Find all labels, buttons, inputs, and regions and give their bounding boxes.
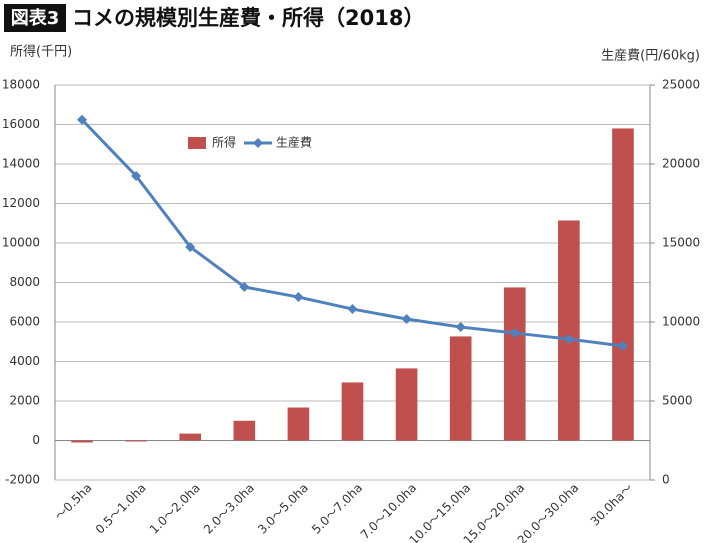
- bar: [233, 420, 256, 441]
- y2-tick-label: 5000: [662, 394, 693, 408]
- marker: [347, 304, 358, 315]
- marker: [563, 334, 574, 345]
- y-tick-label: 16000: [2, 117, 40, 131]
- bar: [558, 220, 580, 441]
- bar: [503, 287, 526, 441]
- marker: [239, 281, 250, 292]
- marker: [185, 241, 196, 252]
- y-tick-label: 18000: [2, 78, 40, 92]
- y-tick-label: -2000: [5, 473, 40, 487]
- x-tick-label: 30.0ha〜: [588, 481, 636, 529]
- y2-tick-label: 20000: [662, 157, 700, 171]
- y2-tick-label: 25000: [662, 78, 700, 92]
- bar: [179, 433, 202, 441]
- y2-tick-label: 10000: [662, 315, 700, 329]
- bar: [71, 440, 93, 443]
- y-axis-label: 所得(千円): [10, 44, 72, 60]
- bar: [449, 336, 472, 441]
- marker: [401, 313, 412, 324]
- chart-title: コメの規模別生産費・所得（2018）: [72, 6, 424, 30]
- legend-swatch: [188, 137, 206, 149]
- y-tick-label: 0: [32, 433, 40, 447]
- y2-tick-label: 15000: [662, 236, 700, 250]
- marker: [617, 341, 628, 352]
- x-tick-label: 3.0〜5.0ha: [255, 481, 311, 537]
- x-tick-label: 0.5〜1.0ha: [93, 481, 149, 537]
- y-tick-label: 14000: [2, 157, 40, 171]
- marker: [509, 328, 520, 339]
- legend-marker: [253, 138, 263, 148]
- badge-box: [4, 4, 66, 32]
- y2-tick-label: 0: [662, 473, 670, 487]
- y-tick-label: 6000: [9, 315, 40, 329]
- x-tick-label: 〜0.5ha: [52, 481, 94, 523]
- marker: [293, 292, 304, 303]
- y-tick-label: 12000: [2, 196, 40, 210]
- marker: [455, 322, 466, 333]
- y-tick-label: 10000: [2, 236, 40, 250]
- y-tick-label: 4000: [9, 354, 40, 368]
- bar: [395, 368, 418, 441]
- badge: 図表3: [11, 7, 60, 29]
- y2-axis-label: 生産費(円/60kg): [601, 48, 700, 64]
- legend-label: 所得: [212, 135, 236, 150]
- x-tick-label: 2.0〜3.0ha: [201, 481, 257, 537]
- legend-label: 生産費: [276, 135, 312, 150]
- marker: [77, 114, 88, 125]
- bar: [341, 382, 364, 441]
- y-tick-label: 2000: [9, 394, 40, 408]
- bar: [612, 128, 634, 441]
- bar: [125, 440, 147, 442]
- x-tick-label: 5.0〜7.0ha: [309, 481, 365, 537]
- x-tick-label: 1.0〜2.0ha: [147, 481, 203, 537]
- y-tick-label: 8000: [9, 275, 40, 289]
- bar: [287, 407, 310, 441]
- marker: [131, 171, 142, 182]
